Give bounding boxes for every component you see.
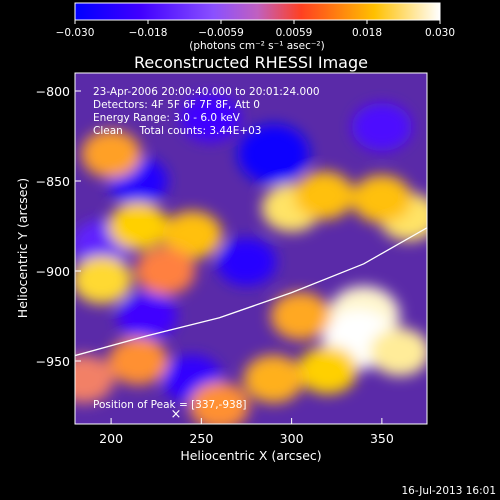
x-tick-label: 250 [189,431,213,446]
x-axis-label: Heliocentric X (arcsec) [180,448,321,463]
colorbar-tick-label: −0.030 [56,27,95,39]
y-tick-label: −800 [36,84,70,99]
plot-area: × [74,72,428,425]
plot-frame [74,72,428,425]
y-axis-label: Heliocentric Y (arcsec) [15,178,30,318]
intensity-blob [243,355,304,403]
intensity-blob [189,382,250,424]
intensity-blob [180,94,241,142]
intensity-blob [351,103,412,151]
colorbar-tick-label: −0.018 [129,27,168,39]
colorbar-tick-label: 0.030 [425,27,455,39]
chart-title: Reconstructed RHESSI Image [134,53,368,72]
intensity-blob [216,238,277,286]
colorbar-tick-label: 0.0059 [276,27,313,39]
x-tick-label: 300 [280,431,304,446]
y-tick-label: −900 [36,264,70,279]
y-tick-label: −950 [36,354,70,369]
energy-range-annotation: Energy Range: 3.0 - 6.0 keV [93,112,241,124]
intensity-blob [81,130,142,178]
intensity-blob [297,346,358,394]
intensity-blob [237,124,310,184]
solar-limb-line [75,227,427,357]
x-tick-label: 350 [370,431,394,446]
intensity-blob [294,171,355,220]
y-tick-label: −850 [36,174,70,189]
peak-marker: × [171,407,182,422]
y-axis: −800 −850 −900 −950 [36,84,81,369]
observation-annotations: 23-Apr-2006 20:00:40.000 to 20:01:24.000… [93,86,320,411]
intensity-blob [117,292,178,340]
colorbar-tick-label: 0.018 [352,27,382,39]
intensity-blob [75,256,133,304]
colorbar-ticks: −0.030 −0.018 −0.0059 0.0059 0.018 0.030 [56,20,455,39]
time-range-annotation: 23-Apr-2006 20:00:40.000 to 20:01:24.000 [93,86,320,98]
x-tick-label: 200 [99,431,123,446]
peak-position-annotation: Position of Peak = [337,-938] [93,399,247,411]
clean-counts-annotation: Clean Total counts: 3.44E+03 [93,125,262,137]
colorbar [74,2,441,21]
intensity-blob [108,202,169,250]
intensity-blob [270,292,331,340]
generation-timestamp: 16-Jul-2013 16:01 [401,485,496,497]
intensity-blob [162,211,223,259]
intensity-blob [135,247,196,295]
intensity-blob [108,337,169,385]
detectors-annotation: Detectors: 4F 5F 6F 7F 8F, Att 0 [93,99,260,111]
x-axis: 200 250 300 350 [99,418,394,446]
intensity-blob [75,355,115,403]
colorbar-tick-label: −0.0059 [198,27,244,39]
intensity-blob [369,328,427,376]
intensity-blob [351,175,412,223]
colorbar-unit-label: (photons cm⁻² s⁻¹ asec⁻²) [189,40,324,52]
